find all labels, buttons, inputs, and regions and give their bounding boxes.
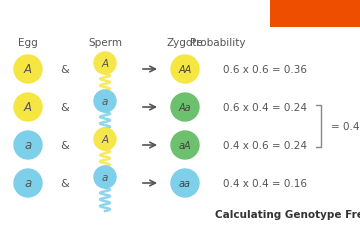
Circle shape	[94, 166, 116, 188]
Text: 0.6 x 0.6 = 0.36: 0.6 x 0.6 = 0.36	[223, 65, 307, 75]
Circle shape	[14, 56, 42, 84]
Text: Egg: Egg	[18, 38, 38, 48]
Text: a: a	[102, 97, 108, 106]
Circle shape	[94, 128, 116, 150]
Text: aa: aa	[179, 178, 191, 188]
Bar	[270, 0, 360, 28]
Text: a: a	[24, 177, 32, 190]
Text: &: &	[60, 178, 69, 188]
Text: 0.4 x 0.4 = 0.16: 0.4 x 0.4 = 0.16	[223, 178, 307, 188]
Circle shape	[14, 94, 42, 121]
Text: A: A	[24, 63, 32, 76]
Circle shape	[171, 131, 199, 159]
Text: A: A	[102, 134, 109, 144]
Text: Aa: Aa	[179, 103, 191, 112]
Text: a: a	[24, 139, 32, 152]
Text: &: &	[60, 140, 69, 150]
Circle shape	[94, 91, 116, 112]
Text: 0.6 x 0.4 = 0.24: 0.6 x 0.4 = 0.24	[223, 103, 307, 112]
Text: A: A	[102, 59, 109, 69]
Text: Calculating Genotype Frequencies: Calculating Genotype Frequencies	[215, 209, 360, 219]
Text: &: &	[60, 103, 69, 112]
Circle shape	[171, 169, 199, 197]
Text: A: A	[24, 101, 32, 114]
Text: Sperm: Sperm	[88, 38, 122, 48]
Text: AA: AA	[178, 65, 192, 75]
Text: = 0.48: = 0.48	[331, 121, 360, 131]
Text: &: &	[60, 65, 69, 75]
Circle shape	[171, 56, 199, 84]
Circle shape	[14, 131, 42, 159]
Circle shape	[94, 53, 116, 75]
Circle shape	[14, 169, 42, 197]
Text: 0.4 x 0.6 = 0.24: 0.4 x 0.6 = 0.24	[223, 140, 307, 150]
Text: aA: aA	[179, 140, 191, 150]
Circle shape	[171, 94, 199, 121]
Text: Zygote: Zygote	[167, 38, 203, 48]
Text: a: a	[102, 172, 108, 182]
Text: Probability: Probability	[190, 38, 246, 48]
